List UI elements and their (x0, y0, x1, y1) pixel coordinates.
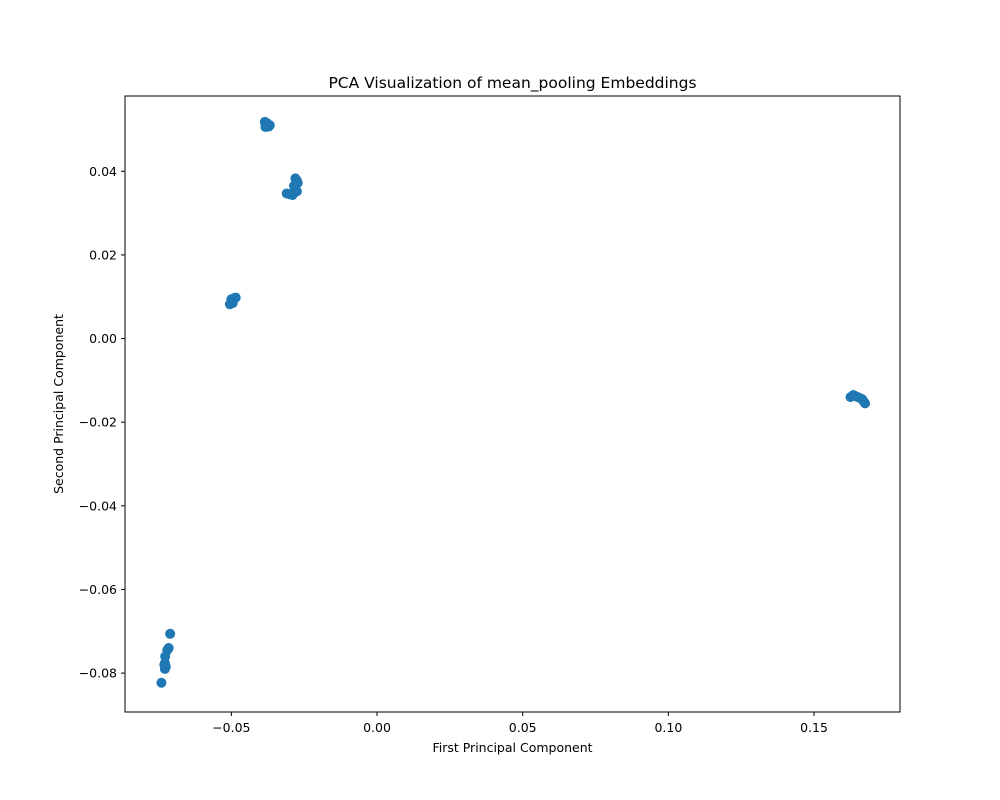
data-point (860, 398, 871, 409)
y-tick-label: 0.04 (89, 164, 117, 179)
y-tick-label: 0.00 (89, 331, 117, 346)
data-point (165, 628, 176, 639)
data-point (289, 183, 300, 193)
data-point (229, 292, 240, 303)
y-tick-label: −0.08 (79, 666, 117, 681)
y-axis: −0.08 −0.06 −0.04 −0.02 0.00 0.02 0.04 (79, 164, 125, 681)
y-tick-label: −0.06 (79, 582, 117, 597)
points-layer (156, 116, 871, 688)
x-tick-label: 0.00 (363, 720, 391, 735)
y-tick-label: 0.02 (89, 247, 117, 262)
x-tick-label: 0.10 (654, 720, 682, 735)
data-point (261, 118, 272, 129)
x-tick-label: 0.05 (509, 720, 537, 735)
x-tick-label: −0.05 (212, 720, 250, 735)
x-tick-label: 0.15 (800, 720, 828, 735)
x-axis: −0.05 0.00 0.05 0.10 0.15 (212, 712, 828, 735)
data-point (156, 677, 167, 688)
data-point (163, 643, 174, 654)
chart-title: PCA Visualization of mean_pooling Embedd… (328, 74, 696, 93)
plot-frame (124, 95, 901, 713)
y-tick-label: −0.04 (79, 498, 117, 513)
x-axis-label: First Principal Component (432, 740, 592, 755)
y-tick-label: −0.02 (79, 415, 117, 430)
y-axis-label: Second Principal Component (51, 314, 66, 494)
